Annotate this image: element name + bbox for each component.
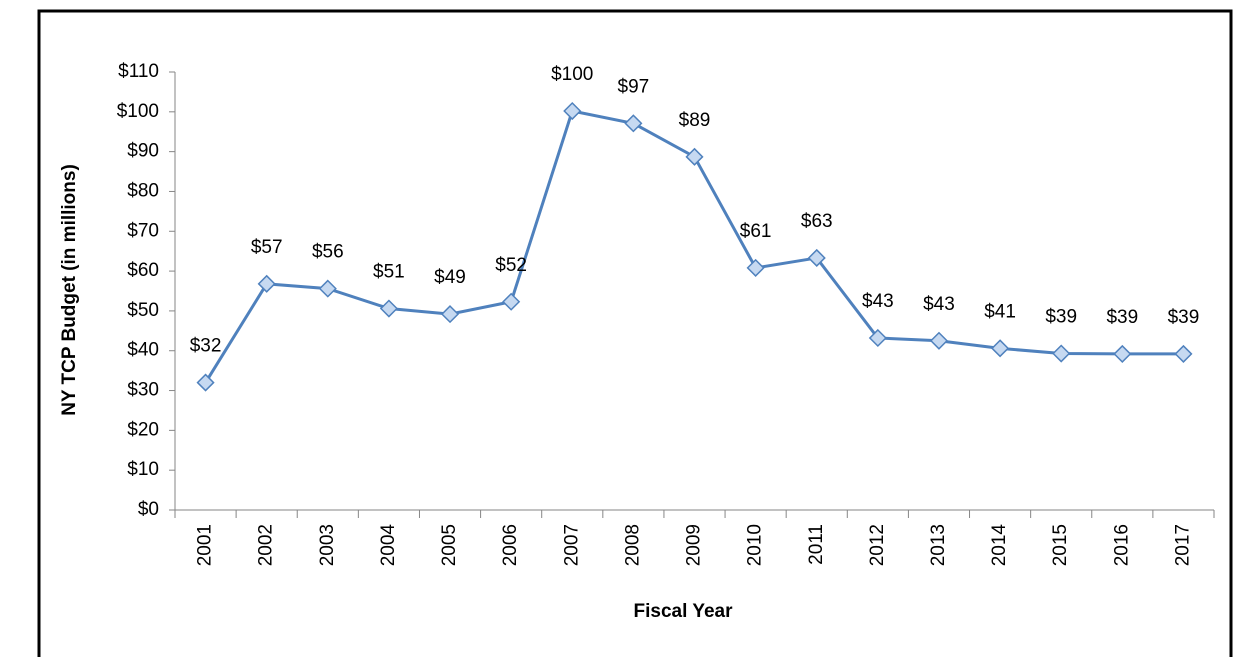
marker	[379, 299, 398, 318]
x-tick-label: 2012	[867, 524, 888, 566]
x-tick-label: 2011	[806, 524, 827, 565]
marker	[991, 339, 1010, 358]
y-tick-label: $80	[127, 180, 159, 201]
x-tick-label: 2014	[989, 524, 1010, 567]
data-label: $52	[495, 255, 527, 276]
marker	[685, 147, 704, 166]
y-axis-title: NY TCP Budget (in millions)	[59, 164, 80, 416]
x-tick-label: 2004	[378, 524, 399, 567]
y-tick-label: $40	[127, 340, 159, 361]
data-label: $43	[923, 294, 955, 315]
data-label: $32	[190, 336, 222, 357]
y-tick-label: $0	[138, 499, 159, 520]
y-tick-label: $90	[127, 141, 159, 162]
data-label: $39	[1106, 307, 1138, 328]
x-tick-label: 2001	[195, 524, 216, 566]
data-label: $56	[312, 242, 344, 263]
data-label: $51	[373, 262, 405, 283]
y-tick-label: $30	[127, 380, 159, 401]
x-tick-label: 2009	[684, 524, 705, 566]
x-axis-title: Fiscal Year	[634, 601, 734, 622]
x-tick-label: 2016	[1111, 524, 1132, 566]
data-label: $49	[434, 267, 466, 288]
x-tick-label: 2010	[745, 524, 766, 566]
marker	[929, 331, 949, 350]
x-tick-label: 2008	[622, 524, 643, 566]
data-label: $61	[740, 221, 772, 242]
x-tick-label: 2015	[1050, 524, 1071, 566]
data-label: $97	[618, 76, 650, 97]
x-tick-label: 2005	[439, 524, 460, 566]
y-tick-label: $60	[127, 260, 159, 281]
marker	[440, 305, 460, 324]
x-tick-label: 2013	[928, 524, 949, 566]
data-label: $39	[1045, 307, 1077, 328]
marker	[318, 279, 337, 298]
data-label: $39	[1168, 307, 1200, 328]
data-label: $100	[551, 64, 593, 85]
marker	[868, 328, 887, 348]
y-tick-label: $50	[127, 300, 159, 321]
x-tick-label: 2003	[317, 524, 338, 566]
data-label: $89	[679, 110, 711, 131]
y-tick-label: $110	[118, 61, 159, 82]
marker	[1174, 344, 1193, 363]
marker	[502, 292, 521, 311]
x-tick-label: 2007	[561, 524, 582, 566]
marker	[1052, 344, 1071, 363]
data-label: $43	[862, 291, 894, 312]
marker	[1113, 344, 1132, 363]
x-tick-label: 2002	[256, 524, 277, 566]
marker	[257, 274, 276, 293]
marker	[807, 248, 826, 268]
y-tick-label: $10	[127, 459, 159, 480]
frame	[37, 9, 1233, 657]
x-tick-label: 2006	[500, 524, 521, 566]
y-tick-label: $20	[127, 419, 159, 440]
marker	[746, 258, 765, 277]
marker	[196, 373, 215, 392]
y-tick-label: $100	[117, 101, 159, 122]
marker	[563, 101, 582, 121]
marker	[624, 114, 643, 133]
data-label: $41	[984, 301, 1016, 322]
data-label: $63	[801, 211, 833, 232]
y-tick-label: $70	[127, 220, 159, 241]
x-tick-label: 2017	[1172, 524, 1193, 566]
data-label: $57	[251, 237, 283, 258]
